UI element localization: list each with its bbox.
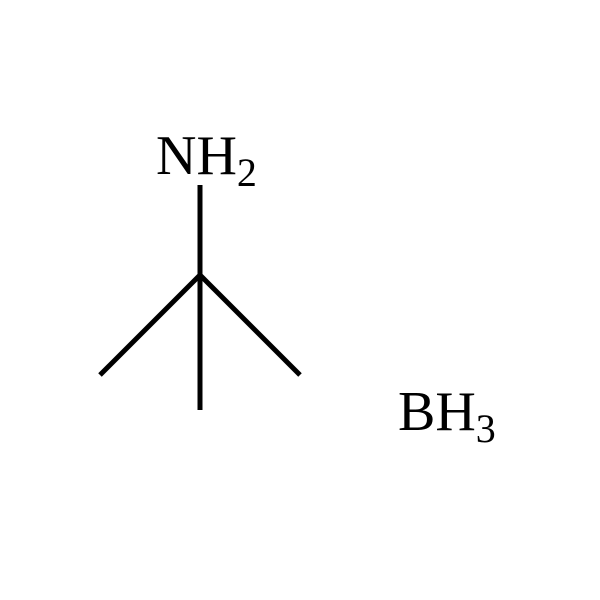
- borane-main: BH: [398, 381, 476, 443]
- bond-right: [200, 275, 300, 375]
- amine-label: NH2: [156, 125, 257, 195]
- bond-left: [100, 275, 200, 375]
- amine-main: NH: [156, 125, 237, 187]
- amine-sub: 2: [237, 150, 257, 195]
- structure-canvas: NH2 BH3: [0, 0, 600, 600]
- borane-sub: 3: [476, 406, 496, 451]
- bond-group: [100, 185, 300, 410]
- borane-label: BH3: [398, 381, 496, 451]
